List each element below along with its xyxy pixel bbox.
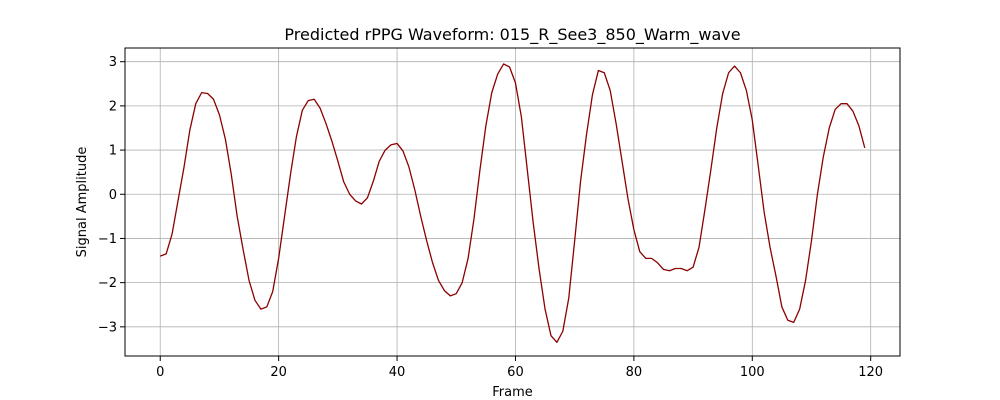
ticks: 0 20 40 60 80 100 120 −3 −2 −1 0 1 2 3 [98,55,883,380]
y-tick-label: 1 [109,144,117,159]
grid [125,48,900,356]
y-tick-label: 0 [109,188,117,203]
y-tick-label: −1 [98,232,117,247]
y-tick-label: −3 [98,320,117,335]
x-tick-label: 120 [858,365,883,380]
x-tick-label: 20 [270,365,287,380]
x-tick-label: 60 [507,365,524,380]
y-tick-label: 2 [109,99,117,114]
y-tick-label: 3 [109,55,117,70]
y-tick-label: −2 [98,276,117,291]
x-tick-label: 40 [389,365,406,380]
chart-title: Predicted rPPG Waveform: 015_R_See3_850_… [284,25,740,45]
x-tick-label: 80 [626,365,643,380]
plot-frame [124,47,901,357]
y-axis-label: Signal Amplitude [75,147,90,258]
x-tick-label: 100 [740,365,765,380]
x-axis-label: Frame [492,385,533,400]
series-line [160,63,866,343]
series-layer [160,63,866,343]
x-tick-label: 0 [156,365,164,380]
